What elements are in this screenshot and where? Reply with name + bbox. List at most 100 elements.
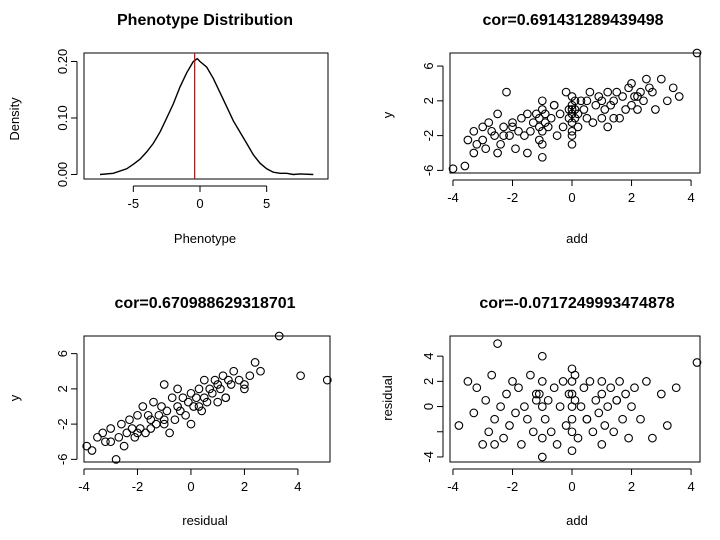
scatter-residual-vs-add-point — [555, 402, 565, 411]
scatter-residual-vs-add-point — [570, 395, 580, 405]
scatter-residual-vs-add-point — [591, 395, 601, 405]
scatter-y-vs-residual-point — [178, 393, 188, 403]
scatter-y-vs-add-point — [648, 87, 657, 97]
scatter-residual-vs-add-point — [570, 370, 580, 380]
density-curve — [99, 57, 314, 176]
scatter-y-vs-add-point — [514, 126, 523, 136]
scatter-y-vs-residual-point — [127, 424, 137, 433]
scatter-y-vs-add-point — [508, 118, 517, 127]
scatter-y-vs-residual-x-label: residual — [182, 513, 228, 528]
scatter-residual-vs-add-point — [612, 395, 622, 405]
scatter-y-vs-residual-point — [216, 384, 225, 394]
scatter-y-vs-residual-point — [186, 388, 196, 398]
scatter-y-vs-residual-point — [87, 446, 97, 455]
scatter-residual-vs-add-x-tick-label: -4 — [447, 479, 459, 494]
scatter-residual-vs-add-point — [537, 377, 547, 386]
scatter-y-vs-add-point — [564, 105, 574, 114]
scatter-y-vs-add-point — [576, 96, 586, 106]
scatter-y-vs-add-point — [636, 87, 645, 97]
scatter-y-vs-residual-y-tick-label: 2 — [55, 385, 70, 392]
scatter-y-vs-add-x-label: add — [566, 231, 588, 246]
scatter-y-vs-add-point — [534, 113, 544, 123]
scatter-y-vs-add-point — [499, 122, 508, 132]
scatter-y-vs-add-panel: cor=0.691431289439498 add y -4 -2 0 2 4 -6 -2 2… — [380, 12, 702, 246]
scatter-residual-vs-add-x-tick-label: -2 — [507, 479, 519, 494]
scatter-y-vs-residual-x-tick-label: -4 — [78, 479, 90, 494]
scatter-y-vs-residual-point — [197, 406, 207, 416]
scatter-y-vs-residual-point — [82, 441, 92, 451]
scatter-y-vs-residual-point — [296, 371, 305, 381]
scatter-y-vs-residual-point — [322, 375, 332, 385]
scatter-residual-vs-add-point — [671, 383, 681, 393]
scatter-residual-vs-add-point — [692, 358, 702, 367]
scatter-residual-vs-add-point — [606, 383, 616, 393]
density-plot-x-label: Phenotype — [174, 231, 236, 246]
scatter-y-vs-add-point — [523, 148, 532, 158]
scatter-y-vs-add-point — [526, 126, 535, 136]
scatter-y-vs-add-y-tick-label: -2 — [421, 130, 436, 142]
scatter-y-vs-residual-point — [226, 380, 236, 389]
scatter-y-vs-add-point — [534, 135, 544, 145]
scatter-y-vs-add-point — [627, 100, 636, 110]
scatter-y-vs-add-point — [567, 118, 577, 127]
scatter-y-vs-residual-point — [191, 393, 201, 403]
scatter-residual-vs-add-point — [567, 446, 577, 456]
scatter-y-vs-add-point — [573, 109, 583, 119]
scatter-y-vs-residual-point — [146, 424, 156, 433]
scatter-y-vs-add-point — [537, 126, 547, 136]
scatter-y-vs-add-x-tick-label: 2 — [628, 190, 635, 205]
scatter-residual-vs-add-point — [472, 383, 482, 393]
scatter-residual-vs-add-point — [564, 389, 574, 399]
scatter-y-vs-residual-point — [199, 393, 209, 403]
scatter-y-vs-add-y-tick-label: 2 — [421, 97, 436, 104]
scatter-y-vs-residual-point — [159, 419, 169, 429]
density-plot-x-tick-label: 0 — [196, 196, 203, 211]
scatter-y-vs-add-point — [624, 83, 633, 93]
scatter-y-vs-add-point — [537, 139, 547, 149]
scatter-residual-vs-add-point — [636, 414, 645, 424]
scatter-residual-vs-add-point — [508, 377, 517, 386]
scatter-y-vs-residual-point — [224, 375, 233, 385]
scatter-residual-vs-add-point — [656, 389, 666, 399]
scatter-y-vs-add-point — [523, 109, 532, 119]
scatter-residual-vs-add-point — [558, 377, 568, 386]
scatter-y-vs-add-point — [540, 118, 550, 127]
scatter-y-vs-residual-point — [229, 366, 239, 376]
scatter-y-vs-add-point — [502, 87, 511, 97]
scatter-y-vs-add-point — [490, 131, 499, 140]
scatter-y-vs-add-point — [484, 118, 494, 127]
scatter-y-vs-add-point — [469, 148, 479, 158]
scatter-y-vs-add-point — [537, 105, 547, 114]
density-plot-panel: Phenotype Distribution Phenotype Density… — [7, 12, 329, 246]
scatter-y-vs-add-point — [499, 131, 508, 140]
scatter-y-vs-add-point — [585, 87, 595, 97]
scatter-residual-vs-add-point — [546, 427, 556, 437]
scatter-residual-vs-add-point — [528, 427, 538, 437]
scatter-y-vs-add-point — [531, 109, 541, 119]
scatter-y-vs-residual-point — [117, 419, 126, 429]
scatter-residual-vs-add-point — [594, 408, 604, 418]
scatter-y-vs-residual-point — [130, 432, 140, 442]
scatter-residual-vs-add-point — [537, 433, 547, 443]
scatter-y-vs-residual-point — [183, 397, 193, 407]
scatter-y-vs-residual-point — [125, 415, 134, 425]
scatter-y-vs-residual-point — [141, 428, 150, 438]
scatter-y-vs-add-point — [546, 113, 556, 123]
scatter-residual-vs-add-point — [505, 421, 514, 430]
scatter-residual-vs-add-point — [576, 402, 586, 411]
scatter-residual-vs-add-title: cor=-0.0717249993474878 — [479, 295, 674, 312]
scatter-y-vs-add-point — [505, 131, 514, 140]
scatter-residual-vs-add-point — [493, 339, 502, 348]
scatter-y-vs-residual-y-tick-label: -2 — [55, 418, 70, 430]
scatter-y-vs-add-point — [487, 126, 497, 136]
scatter-residual-vs-add-point — [469, 408, 479, 418]
scatter-residual-vs-add-point — [567, 427, 577, 437]
scatter-y-vs-residual-point — [199, 375, 209, 385]
scatter-y-vs-add-point — [460, 161, 470, 171]
scatter-residual-vs-add-frame — [449, 335, 701, 463]
scatter-y-vs-add-x-tick-label: 4 — [687, 190, 694, 205]
scatter-residual-vs-add-point — [624, 433, 633, 443]
scatter-y-vs-add-point — [656, 74, 666, 84]
scatter-y-vs-add-point — [496, 139, 505, 149]
scatter-y-vs-add-point — [567, 92, 577, 101]
